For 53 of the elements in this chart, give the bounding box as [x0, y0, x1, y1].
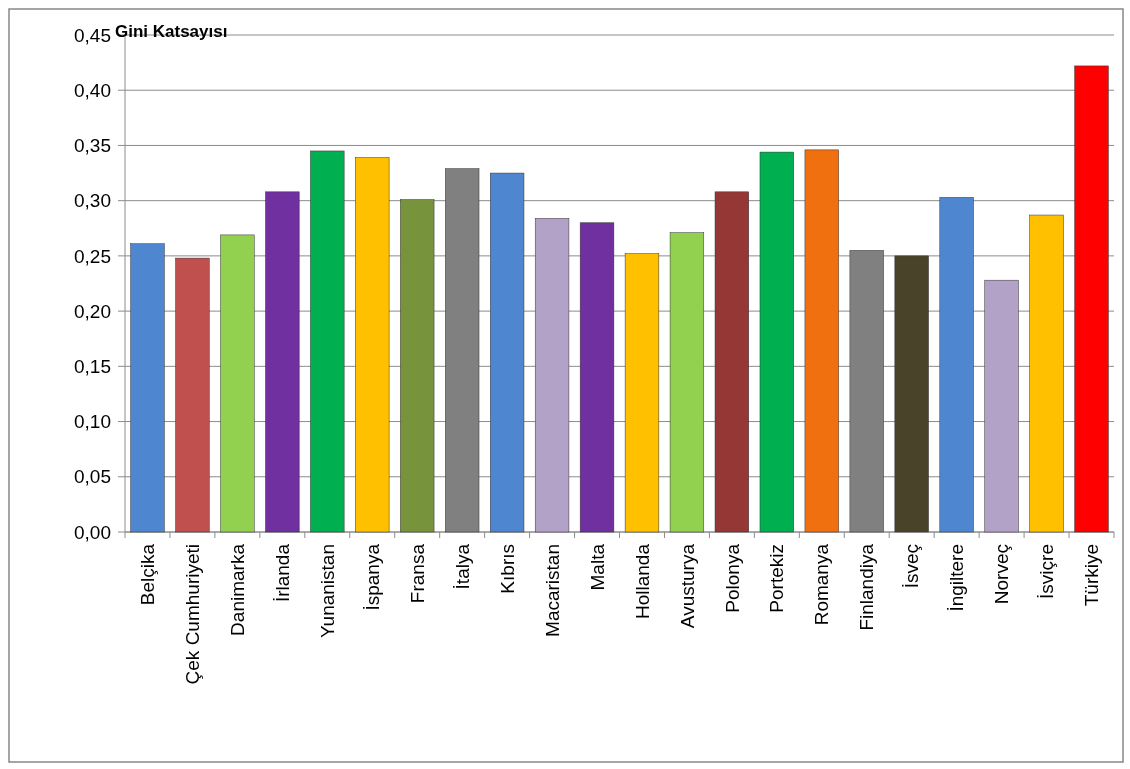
y-tick-label: 0,30 — [74, 190, 111, 212]
y-tick-label: 0,25 — [74, 245, 111, 267]
x-tick-label: Finlandiya — [856, 543, 878, 631]
x-tick-label: Portekiz — [766, 544, 788, 613]
x-tick-label: Hollanda — [631, 543, 653, 619]
x-tick-label: İrlanda — [271, 543, 293, 603]
bar — [534, 218, 570, 533]
y-tick-label: 0,20 — [74, 300, 111, 322]
x-tick-label: Polonya — [721, 543, 743, 613]
bar — [579, 222, 615, 533]
x-tick-label: Belçika — [137, 543, 159, 606]
bar — [265, 191, 300, 533]
x-tick-label: Macaristan — [541, 544, 563, 637]
bar — [1074, 65, 1109, 533]
x-tick-label: İngiltere — [946, 544, 968, 612]
x-tick-label: İtalya — [451, 543, 473, 590]
bar — [400, 199, 435, 533]
x-tick-label: Malta — [586, 543, 608, 591]
bar — [624, 253, 660, 533]
bar — [310, 150, 345, 533]
x-tick-label: Türkiye — [1081, 544, 1103, 607]
x-tick-label: İsveç — [901, 544, 923, 589]
chart-title: Gini Katsayısı — [115, 22, 228, 41]
bar — [175, 257, 210, 533]
x-tick-label: İsviçre — [1036, 544, 1058, 599]
x-tick-label: Çek Cumhuriyeti — [182, 544, 204, 685]
bar — [804, 149, 839, 533]
y-tick-label: 0,15 — [74, 355, 111, 377]
x-tick-label: Avusturya — [676, 543, 698, 629]
bar — [714, 191, 749, 533]
x-tick-label: Yunanistan — [316, 544, 338, 639]
bar — [939, 197, 974, 533]
x-tick-label: Norveç — [991, 544, 1013, 605]
y-tick-label: 0,05 — [74, 466, 111, 488]
bar — [220, 234, 255, 533]
bar — [759, 151, 794, 533]
bar — [1029, 214, 1064, 533]
bar — [490, 172, 525, 533]
bar — [669, 232, 705, 533]
bar — [984, 279, 1019, 533]
x-tick-label: Fransa — [406, 543, 428, 604]
bar — [894, 255, 929, 533]
x-tick-label: Danimarka — [227, 543, 249, 636]
y-tick-label: 0,10 — [74, 411, 111, 433]
x-tick-label: İspanya — [361, 543, 383, 611]
x-tick-label: Kıbrıs — [496, 544, 518, 594]
y-tick-label: 0,00 — [74, 521, 111, 543]
y-tick-label: 0,35 — [74, 135, 111, 157]
y-tick-label: 0,40 — [74, 79, 111, 101]
y-tick-label: 0,45 — [74, 24, 111, 46]
x-tick-label: Romanya — [811, 543, 833, 626]
bar — [355, 157, 390, 533]
bar — [130, 243, 165, 533]
